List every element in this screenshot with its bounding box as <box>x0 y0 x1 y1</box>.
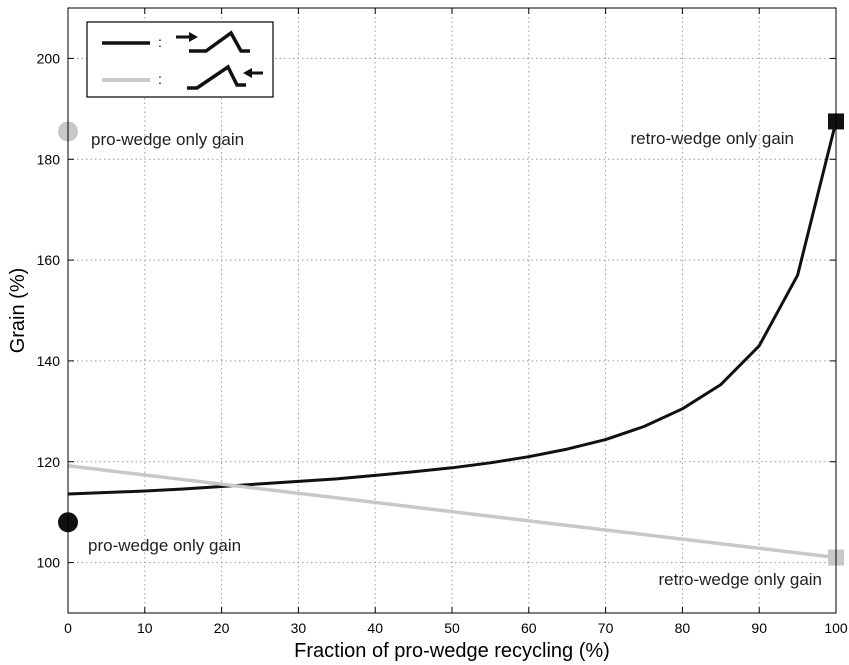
arrow-head <box>189 32 198 42</box>
wedge-shape <box>189 30 250 53</box>
x-tick-label: 90 <box>751 620 767 636</box>
arrow-head <box>243 68 252 78</box>
x-tick-label: 70 <box>598 620 614 636</box>
annotation-pro-black: pro-wedge only gain <box>88 536 241 555</box>
series-line-black <box>67 121 838 496</box>
y-tick-label: 140 <box>37 353 61 369</box>
y-tick-label: 160 <box>37 252 61 268</box>
series-line-gray <box>67 464 837 560</box>
wedge-with-arrow-from-right-icon <box>187 64 263 90</box>
plot-frame <box>67 7 837 614</box>
legend-separator: : <box>158 34 162 50</box>
legend: :: <box>86 21 274 98</box>
x-tick-label: 20 <box>214 620 230 636</box>
x-tick-label: 50 <box>444 620 460 636</box>
x-tick-label: 10 <box>137 620 153 636</box>
x-tick-label: 80 <box>675 620 691 636</box>
y-tick-label: 180 <box>37 151 61 167</box>
x-axis-title: Fraction of pro-wedge recycling (%) <box>294 640 610 662</box>
annotation-pro-gray: pro-wedge only gain <box>91 130 244 149</box>
x-tick-label: 100 <box>824 620 848 636</box>
y-tick-label: 200 <box>37 50 61 66</box>
legend-separator: : <box>158 71 162 87</box>
x-tick-label: 0 <box>64 620 72 636</box>
annotation-retro-black: retro-wedge only gain <box>631 129 794 148</box>
y-tick-label: 100 <box>37 555 61 571</box>
x-tick-label: 30 <box>291 620 307 636</box>
wedge-with-arrow-from-left-icon <box>176 30 250 53</box>
y-tick-label: 120 <box>37 454 61 470</box>
x-tick-label: 40 <box>367 620 383 636</box>
annotation-retro-gray: retro-wedge only gain <box>659 570 822 589</box>
x-tick-label: 60 <box>521 620 537 636</box>
y-axis-title: Grain (%) <box>7 268 29 354</box>
wedge-shape <box>187 64 246 90</box>
